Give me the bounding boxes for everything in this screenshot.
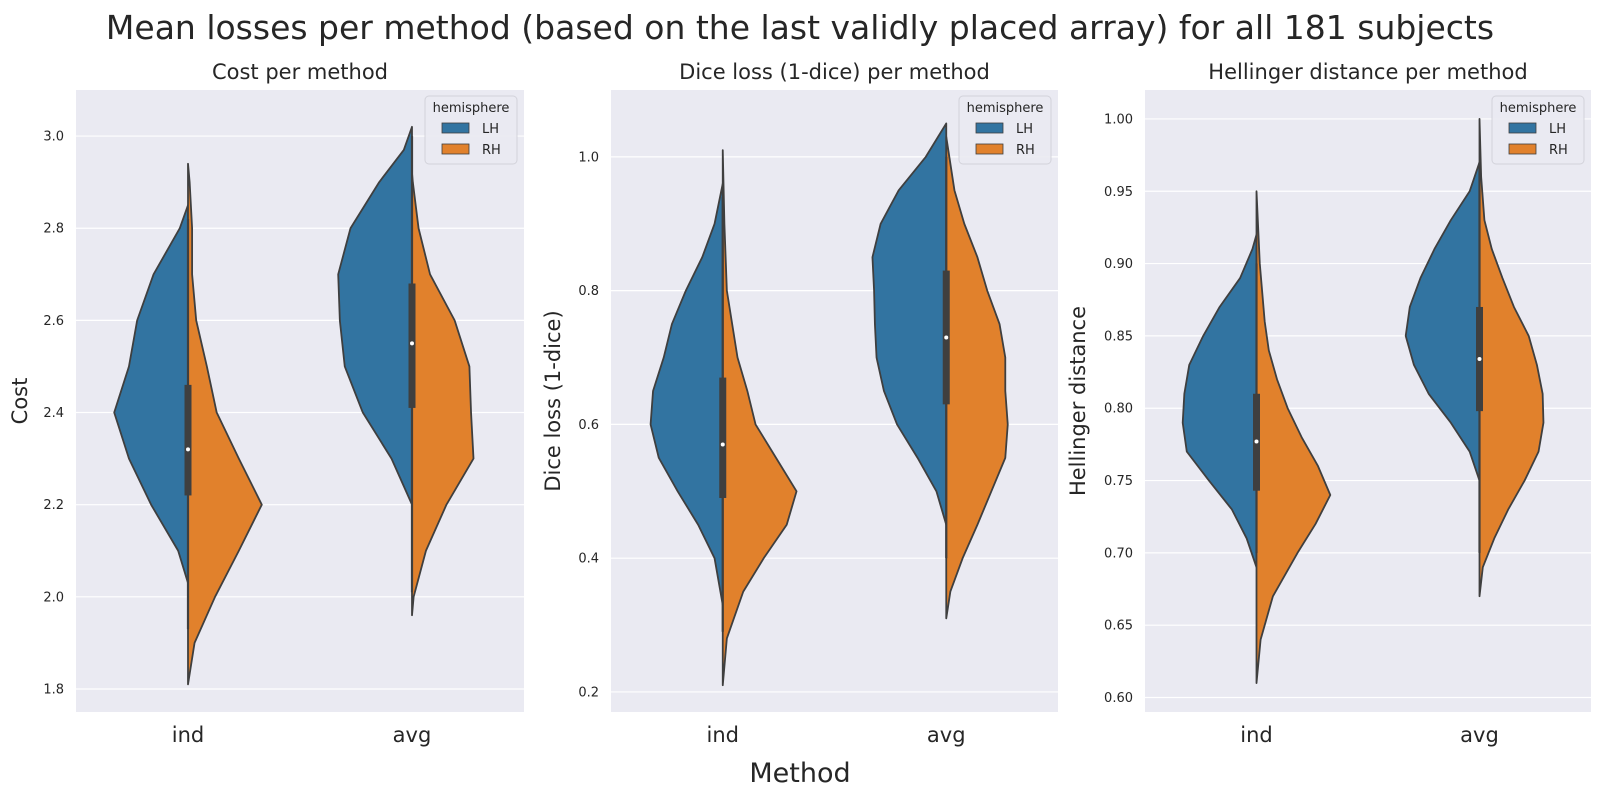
legend-swatch-lh bbox=[975, 122, 1004, 134]
y-tick-label: 0.60 bbox=[1104, 691, 1133, 706]
legend-swatch-lh bbox=[1508, 122, 1537, 134]
x-tick-label-avg: avg bbox=[927, 723, 966, 747]
legend-label-rh: RH bbox=[482, 143, 501, 158]
y-axis-label: Dice loss (1-dice) bbox=[541, 310, 565, 491]
box-median-avg bbox=[944, 335, 949, 340]
subplot-3: 0.60 0.65 0.70 0.75 0.80 0.85 0.90 0.95 1.00 ind a… bbox=[1066, 60, 1591, 747]
box-iqr-avg bbox=[408, 283, 416, 408]
violin-avg-lh bbox=[1404, 161, 1481, 482]
y-tick-label: 0.85 bbox=[1104, 329, 1133, 344]
legend-swatch-rh bbox=[1508, 143, 1537, 155]
box-median-ind bbox=[1254, 439, 1259, 444]
box-iqr-ind bbox=[184, 384, 192, 496]
legend-title: hemisphere bbox=[433, 101, 510, 116]
x-tick-label-ind: ind bbox=[707, 723, 739, 747]
y-tick-label: 2.6 bbox=[43, 314, 64, 329]
y-tick-label: 1.00 bbox=[1104, 112, 1133, 127]
y-tick-label: 0.95 bbox=[1104, 185, 1133, 200]
y-tick-label: 0.70 bbox=[1104, 546, 1133, 561]
legend-title: hemisphere bbox=[967, 101, 1044, 116]
subplot-2: 0.2 0.4 0.6 0.8 1.0 ind avg Dice loss (1-dice) … bbox=[541, 60, 1058, 747]
box-median-avg bbox=[1477, 357, 1482, 362]
y-tick-label: 0.4 bbox=[578, 552, 599, 567]
legend-label-lh: LH bbox=[482, 122, 499, 137]
y-tick-label: 2.8 bbox=[43, 222, 64, 237]
y-tick-label: 0.65 bbox=[1104, 619, 1133, 634]
y-axis-label: Cost bbox=[8, 378, 32, 425]
y-tick-label: 0.8 bbox=[578, 284, 599, 299]
y-tick-label: 2.0 bbox=[43, 590, 64, 605]
y-tick-label: 0.90 bbox=[1104, 257, 1133, 272]
y-tick-label: 0.6 bbox=[578, 418, 599, 433]
legend-swatch-rh bbox=[975, 143, 1004, 155]
violin-ind-rh bbox=[1255, 190, 1332, 684]
figure-title: Mean losses per method (based on the las… bbox=[105, 8, 1495, 47]
y-tick-label: 2.4 bbox=[43, 406, 64, 421]
subplot-title: Dice loss (1-dice) per method bbox=[679, 60, 990, 84]
violin-ind-lh bbox=[649, 182, 724, 606]
box-iqr-ind bbox=[719, 377, 727, 498]
violin-avg-lh bbox=[337, 125, 413, 506]
legend: hemisphere LH RH bbox=[958, 95, 1052, 165]
violin-avg-rh bbox=[1478, 118, 1545, 598]
legend-label-rh: RH bbox=[1016, 143, 1035, 158]
box-median-ind bbox=[720, 442, 725, 447]
legend-title: hemisphere bbox=[1500, 101, 1577, 116]
legend: hemisphere LH RH bbox=[1491, 95, 1585, 165]
violin-avg-rh bbox=[945, 135, 1009, 620]
box-median-avg bbox=[410, 341, 414, 346]
legend-label-rh: RH bbox=[1549, 143, 1568, 158]
subplot-title: Hellinger distance per method bbox=[1208, 60, 1527, 84]
box-median-ind bbox=[186, 447, 190, 452]
legend-label-lh: LH bbox=[1549, 122, 1566, 137]
y-tick-label: 3.0 bbox=[43, 130, 64, 145]
violin-ind-rh bbox=[187, 162, 263, 686]
x-tick-label-avg: avg bbox=[393, 723, 432, 747]
legend-swatch-lh bbox=[441, 122, 470, 134]
violin-ind-lh bbox=[113, 204, 189, 584]
subplot-title: Cost per method bbox=[212, 60, 388, 84]
violin-ind-rh bbox=[721, 149, 798, 687]
y-axis-label: Hellinger distance bbox=[1066, 306, 1090, 496]
x-tick-label-ind: ind bbox=[1240, 723, 1272, 747]
y-tick-label: 0.2 bbox=[578, 685, 599, 700]
legend: hemisphere LH RH bbox=[424, 95, 518, 165]
y-tick-label: 0.80 bbox=[1104, 402, 1133, 417]
violin-avg-lh bbox=[871, 122, 948, 526]
y-tick-label: 1.0 bbox=[578, 150, 599, 165]
x-tick-label-avg: avg bbox=[1460, 723, 1499, 747]
legend-swatch-rh bbox=[441, 143, 470, 155]
legend-label-lh: LH bbox=[1016, 122, 1033, 137]
y-tick-label: 1.8 bbox=[43, 682, 64, 697]
violin-ind-lh bbox=[1181, 233, 1258, 569]
x-tick-label-ind: ind bbox=[172, 723, 204, 747]
x-axis-label: Method bbox=[749, 758, 851, 789]
subplot-1: 1.8 2.0 2.2 2.4 2.6 2.8 3.0 ind avg Cost per meth… bbox=[8, 60, 524, 747]
y-tick-label: 2.2 bbox=[43, 498, 64, 513]
y-tick-label: 0.75 bbox=[1104, 474, 1133, 489]
